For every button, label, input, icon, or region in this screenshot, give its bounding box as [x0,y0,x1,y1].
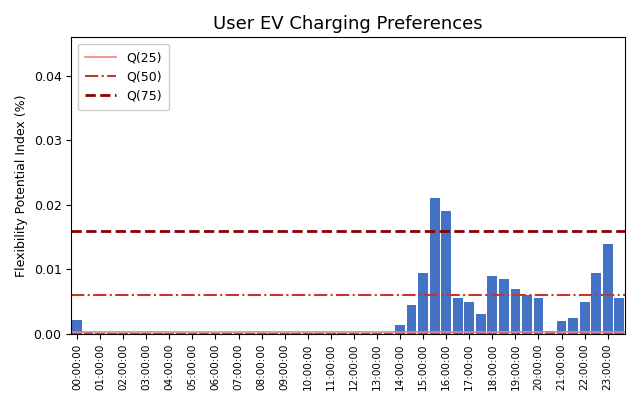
Bar [522,295,532,334]
Bar [303,333,313,334]
Q(75) [73,228,81,233]
Bar [222,333,232,334]
Bar [476,314,486,334]
Bar [326,333,336,334]
Bar [268,333,278,334]
Bar [511,289,520,334]
Bar [291,333,301,334]
Bar [465,302,474,334]
Bar [383,333,394,334]
Bar [360,333,371,334]
Bar [395,325,405,334]
Bar [84,332,93,334]
Legend: Q(25), Q(50), Q(75): Q(25), Q(50), Q(75) [77,44,170,110]
Q(75) [84,228,92,233]
Bar [130,333,140,334]
Bar [568,318,578,334]
Title: User EV Charging Preferences: User EV Charging Preferences [213,15,483,33]
Bar [453,298,463,334]
Bar [580,302,589,334]
Bar [176,333,186,334]
Bar [545,330,555,334]
Bar [591,273,601,334]
Bar [429,198,440,334]
Bar [314,333,324,334]
Bar [95,333,105,334]
Bar [534,298,543,334]
Q(25) [73,330,81,335]
Bar [499,279,509,334]
Bar [603,243,612,334]
Bar [372,333,382,334]
Bar [442,211,451,334]
Q(50) [84,293,92,298]
Bar [614,298,624,334]
Bar [337,333,348,334]
Bar [199,333,209,334]
Bar [349,333,359,334]
Bar [107,333,116,334]
Bar [557,321,566,334]
Bar [488,276,497,334]
Y-axis label: Flexibility Potential Index (%): Flexibility Potential Index (%) [15,94,28,277]
Bar [141,333,151,334]
Bar [418,273,428,334]
Bar [406,305,417,334]
Q(25) [84,330,92,335]
Bar [118,333,128,334]
Bar [72,320,82,334]
Bar [211,333,220,334]
Bar [188,333,197,334]
Bar [257,333,266,334]
Q(50) [73,293,81,298]
